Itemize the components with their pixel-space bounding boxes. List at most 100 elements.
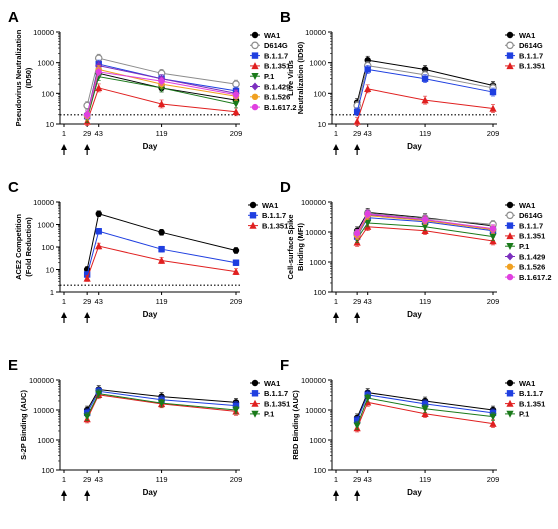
legend-label: B.1.526 xyxy=(519,263,545,272)
y-axis-label: ACE2 Competition xyxy=(14,214,23,280)
data-point xyxy=(95,242,103,250)
data-point xyxy=(364,66,371,73)
x-axis-label: Day xyxy=(407,142,422,151)
data-point xyxy=(421,75,429,82)
data-point xyxy=(95,84,103,92)
x-tick-label: 43 xyxy=(364,129,372,138)
panel-letter: A xyxy=(8,9,19,26)
legend-marker xyxy=(249,201,257,209)
legend-item-b-1-351: B.1.351 xyxy=(505,232,545,241)
x-tick-label: 43 xyxy=(364,297,372,306)
series-line xyxy=(356,392,494,418)
dose-arrow-head xyxy=(333,490,339,496)
y-axis-label: S-2P Binding (AUC) xyxy=(19,390,28,460)
legend-label: B.1.1.7 xyxy=(519,51,543,60)
y-axis-label: Live Virus xyxy=(286,60,295,96)
y-tick-label: 10000 xyxy=(305,228,326,237)
panel-b: B 10 100 1000 10000 1 29 43 119 209 Day Live Virus N… xyxy=(280,9,545,155)
legend-label: B.1.351 xyxy=(264,62,290,71)
y-tick-label: 100 xyxy=(41,89,54,98)
data-point xyxy=(489,419,497,427)
legend-item-b-1-526: B.1.526 xyxy=(505,263,545,272)
data-point xyxy=(232,259,240,266)
legend-marker xyxy=(251,62,259,70)
x-tick-label: 29 xyxy=(353,129,361,138)
x-tick-label: 1 xyxy=(62,475,66,484)
series-line xyxy=(86,57,237,106)
panel-f: F 100 1000 10000 100000 1 29 43 119 209 Day RBD Bin… xyxy=(280,357,545,501)
series-line xyxy=(356,65,494,106)
x-tick-label: 43 xyxy=(95,475,103,484)
series-line xyxy=(356,222,494,239)
data-point xyxy=(158,245,165,253)
legend-label: D614G xyxy=(519,211,543,220)
legend-label: WA1 xyxy=(519,31,535,40)
x-tick-label: 29 xyxy=(353,297,361,306)
legend-marker xyxy=(251,390,259,397)
data-point xyxy=(157,399,166,407)
x-tick-label: 119 xyxy=(156,129,168,138)
legend-marker xyxy=(506,201,514,209)
series-line xyxy=(356,68,494,112)
legend-item-wa1: WA1 xyxy=(505,31,535,40)
y-tick-label: 100000 xyxy=(301,198,326,207)
data-point xyxy=(232,107,240,115)
legend-marker xyxy=(251,93,259,101)
y-tick-label: 10000 xyxy=(305,406,326,415)
series-line xyxy=(86,87,237,122)
x-tick-label: 119 xyxy=(156,475,168,484)
legend-marker xyxy=(506,52,514,59)
x-tick-label: 209 xyxy=(487,297,500,306)
legend-marker xyxy=(506,232,514,240)
legend-label: B.1.617.2 xyxy=(264,103,297,112)
legend-label: B.1.1.7 xyxy=(519,389,543,398)
legend-marker xyxy=(506,399,514,407)
y-tick-label: 1000 xyxy=(37,436,54,445)
data-point xyxy=(232,406,240,414)
x-tick-label: 1 xyxy=(334,129,338,138)
legend-item-b-1-1-7: B.1.1.7 xyxy=(250,51,288,60)
panel-e: E 100 1000 10000 100000 1 29 43 119 209 Day S-2P Bi… xyxy=(8,357,290,501)
legend-label: B.1.1.7 xyxy=(264,389,288,398)
series-line xyxy=(86,389,237,411)
y-tick-label: 10000 xyxy=(33,28,54,37)
x-tick-label: 43 xyxy=(95,129,103,138)
data-point xyxy=(232,91,240,98)
legend-label: B.1.351 xyxy=(519,399,545,408)
data-point xyxy=(353,422,361,430)
legend-item-wa1: WA1 xyxy=(250,379,280,388)
series-line xyxy=(356,217,494,237)
x-axis-label: Day xyxy=(143,488,158,497)
series-b-1-351 xyxy=(353,398,497,433)
x-tick-label: 209 xyxy=(230,475,243,484)
y-axis-label: (Fold Reduction) xyxy=(24,217,33,277)
legend-item-b-1-351: B.1.351 xyxy=(250,62,290,71)
legend-label: WA1 xyxy=(262,201,278,210)
panel-c: C 1 10 100 1000 10000 1 29 43 119 209 Day ACE2 Compe… xyxy=(8,179,242,323)
y-tick-label: 1000 xyxy=(309,59,326,68)
data-point xyxy=(364,210,371,218)
dose-arrow-head xyxy=(84,490,91,496)
panel-letter: C xyxy=(8,179,19,196)
legend-label: D614G xyxy=(519,41,543,50)
legend-item-b-1-1-7: B.1.1.7 xyxy=(248,211,286,220)
legend-marker xyxy=(251,410,259,418)
legend-marker xyxy=(506,273,514,281)
series-line xyxy=(86,245,237,279)
data-point xyxy=(353,108,361,115)
y-tick-label: 10 xyxy=(46,266,54,275)
legend-label: B.1.1.7 xyxy=(264,51,288,60)
series-line xyxy=(86,213,237,270)
legend-label: B.1.526 xyxy=(264,93,290,102)
data-point xyxy=(421,96,429,104)
legend-marker xyxy=(506,62,514,70)
data-point xyxy=(83,413,91,421)
y-axis-label: RBD Binding (AUC) xyxy=(291,390,300,460)
series-p-1 xyxy=(353,393,497,430)
series-wa1 xyxy=(83,210,240,273)
y-tick-label: 100 xyxy=(313,288,326,297)
